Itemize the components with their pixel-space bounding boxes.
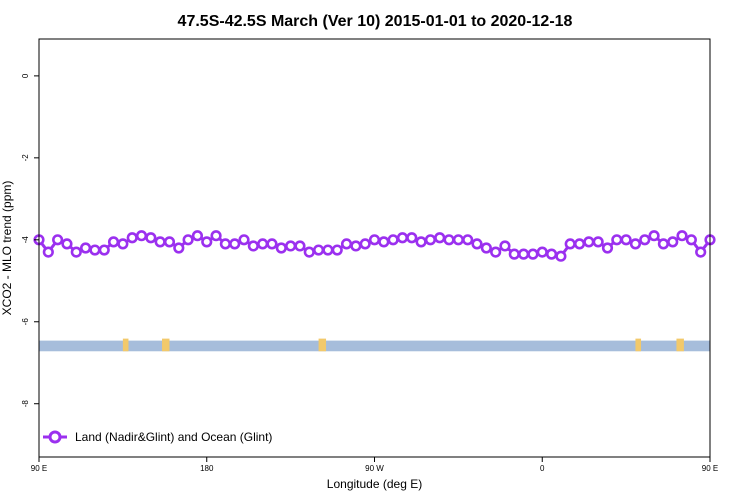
data-point (583, 236, 595, 248)
data-point (98, 244, 110, 256)
data-point (219, 238, 231, 250)
surface-band (39, 338, 710, 352)
x-tick-label: 0 (540, 464, 545, 473)
data-point (592, 236, 604, 248)
data-point (620, 234, 632, 246)
land-segment (635, 338, 642, 352)
data-point (396, 232, 409, 244)
data-point (695, 246, 707, 258)
data-point (52, 234, 64, 246)
data-point (601, 242, 614, 254)
data-point (42, 246, 54, 258)
y-tick-label: -2 (21, 154, 30, 162)
data-point (210, 230, 222, 242)
x-tick-label: 90 E (31, 464, 47, 473)
ocean-band (39, 340, 710, 352)
data-point (331, 244, 343, 256)
y-tick-label: -4 (21, 236, 30, 244)
data-point (89, 244, 101, 256)
data-point (312, 244, 325, 256)
data-point (639, 234, 651, 246)
data-point (247, 240, 259, 252)
data-point (303, 246, 315, 258)
data-point (424, 234, 437, 246)
x-axis-label: Longitude (deg E) (327, 477, 422, 491)
data-point (163, 236, 176, 248)
data-point (573, 238, 586, 250)
data-point (117, 238, 129, 250)
x-tick-label: 90 E (702, 464, 718, 473)
data-point (555, 250, 567, 262)
data-point (257, 238, 269, 250)
data-point (145, 232, 157, 244)
data-point (676, 230, 688, 242)
data-point (508, 248, 520, 260)
data-point (667, 236, 679, 248)
series-points (33, 230, 716, 262)
data-point (191, 230, 204, 242)
data-point (70, 246, 82, 258)
data-point (126, 232, 138, 244)
data-point (266, 238, 278, 250)
data-point (434, 232, 446, 244)
data-point (61, 238, 73, 250)
data-point (443, 234, 455, 246)
data-point (648, 230, 660, 242)
legend-entry-label: Land (Nadir&Glint) and Ocean (Glint) (75, 430, 272, 444)
data-point (340, 238, 353, 250)
data-point (368, 234, 381, 246)
y-tick-label: -8 (21, 400, 30, 408)
y-tick-label: -6 (21, 318, 30, 326)
legend: Land (Nadir&Glint) and Ocean (Glint) (43, 430, 272, 444)
data-point (629, 238, 642, 250)
data-point (154, 236, 166, 248)
y-tick-label: 0 (21, 73, 30, 78)
data-point (285, 240, 297, 252)
data-point (452, 234, 464, 246)
data-point (182, 234, 194, 246)
data-point (527, 248, 539, 260)
data-point (415, 236, 427, 248)
data-point (499, 240, 511, 252)
x-tick-label: 180 (200, 464, 214, 473)
data-point (378, 236, 390, 248)
data-point (462, 234, 474, 246)
y-axis-label: XCO2 - MLO trend (ppm) (0, 181, 14, 316)
data-point (229, 238, 241, 250)
data-point (657, 238, 670, 250)
land-segment (162, 338, 170, 352)
data-point (359, 238, 371, 250)
chart-title: 47.5S-42.5S March (Ver 10) 2015-01-01 to… (178, 13, 573, 30)
legend-marker-swatch (48, 430, 62, 444)
data-point (406, 232, 418, 244)
land-segment (676, 338, 684, 352)
data-point (518, 248, 530, 260)
data-point (238, 234, 250, 246)
x-tick-label: 90 W (365, 464, 384, 473)
data-point (135, 230, 148, 242)
data-point (275, 242, 287, 254)
data-point (107, 236, 120, 248)
data-point (564, 238, 576, 250)
data-point (294, 240, 306, 252)
data-point (387, 234, 399, 246)
data-point (79, 242, 92, 254)
data-point (322, 244, 334, 256)
data-point (480, 242, 492, 254)
land-segment (318, 338, 327, 352)
data-point (350, 240, 362, 252)
data-point (173, 242, 185, 254)
land-segment (122, 338, 129, 352)
data-point (611, 234, 623, 246)
data-point (490, 246, 502, 258)
data-point (471, 238, 483, 250)
data-point (536, 246, 548, 258)
data-point (201, 236, 213, 248)
data-point (545, 248, 558, 260)
data-point (685, 234, 697, 246)
y-axis-ticks: 0 -2 -4 -6 -8 (21, 73, 39, 407)
